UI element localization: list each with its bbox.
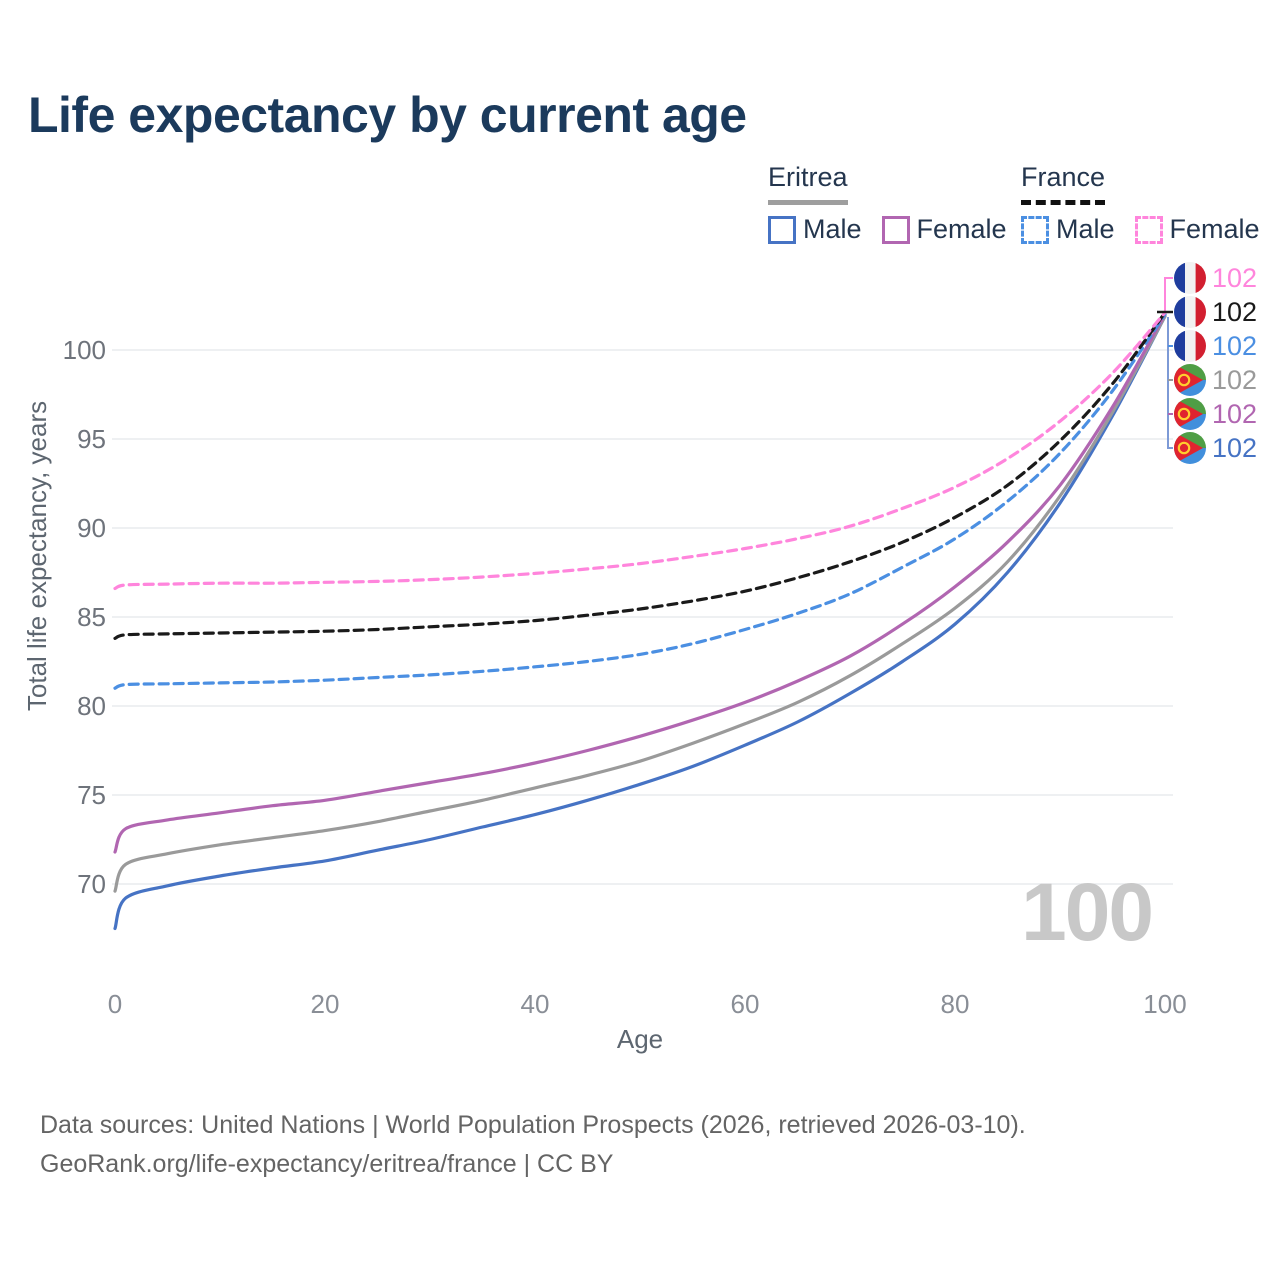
curve-france-combined[interactable] bbox=[113, 311, 1167, 640]
france-female-swatch bbox=[1134, 215, 1163, 244]
eritrea-female-swatch bbox=[881, 215, 910, 244]
y-tick-95: 95 bbox=[77, 424, 106, 454]
end-value-eritrea-female: 102 bbox=[1212, 399, 1257, 429]
legend-france-female[interactable]: Female bbox=[1134, 214, 1260, 245]
curve-france-male[interactable] bbox=[113, 312, 1167, 690]
france-flag-icon bbox=[1174, 330, 1206, 362]
x-tick-0: 0 bbox=[108, 989, 122, 1019]
x-axis-tick-labels: 0 20 40 60 80 100 bbox=[108, 989, 1187, 1019]
eritrea-flag-icon bbox=[1174, 398, 1206, 430]
curve-eritrea-combined[interactable] bbox=[113, 314, 1167, 893]
data-curves bbox=[113, 311, 1167, 931]
footer: Data sources: United Nations | World Pop… bbox=[40, 1106, 1026, 1184]
y-tick-70: 70 bbox=[77, 869, 106, 899]
footer-data-sources: Data sources: United Nations | World Pop… bbox=[40, 1111, 1026, 1139]
end-value-eritrea-male: 102 bbox=[1212, 433, 1257, 463]
end-label-connectors bbox=[1157, 277, 1173, 449]
x-tick-20: 20 bbox=[311, 989, 340, 1019]
connector-bracket bbox=[1167, 317, 1173, 449]
x-tick-100: 100 bbox=[1143, 989, 1186, 1019]
y-axis-title: Total life expectancy, years bbox=[22, 401, 52, 711]
end-labels: 102 102 102 102 102 102 bbox=[1174, 262, 1257, 464]
age-counter-watermark: 100 bbox=[1021, 867, 1154, 958]
france-flag-icon bbox=[1174, 262, 1206, 294]
eritrea-flag-icon bbox=[1174, 432, 1206, 464]
connector-france-female bbox=[1164, 277, 1173, 311]
y-tick-85: 85 bbox=[77, 602, 106, 632]
legend-group-france: France Male Female bbox=[1021, 162, 1260, 245]
end-value-france-combined: 102 bbox=[1212, 297, 1257, 327]
end-value-france-female: 102 bbox=[1212, 263, 1257, 293]
y-axis-tick-labels: 70 75 80 85 90 95 100 bbox=[63, 335, 106, 899]
france-male-swatch bbox=[1021, 215, 1049, 244]
legend-france-female-label: Female bbox=[1169, 214, 1260, 244]
y-tick-80: 80 bbox=[77, 691, 106, 721]
page-title: Life expectancy by current age bbox=[28, 87, 747, 143]
plot-gridlines bbox=[112, 349, 1173, 885]
legend-eritrea-female[interactable]: Female bbox=[881, 214, 1007, 245]
x-tick-60: 60 bbox=[731, 989, 760, 1019]
y-tick-75: 75 bbox=[77, 780, 106, 810]
legend-eritrea-title: Eritrea bbox=[768, 162, 848, 205]
footer-attribution-link[interactable]: GeoRank.org/life-expectancy/eritrea/fran… bbox=[40, 1150, 614, 1178]
legend-group-eritrea: Eritrea Male Female bbox=[768, 162, 1007, 245]
curve-eritrea-male[interactable] bbox=[113, 314, 1167, 931]
france-flag-icon bbox=[1174, 296, 1206, 328]
legend-france-male[interactable]: Male bbox=[1021, 214, 1115, 245]
curve-eritrea-female[interactable] bbox=[113, 312, 1167, 854]
eritrea-flag-icon bbox=[1174, 364, 1206, 396]
legend-eritrea-male-label: Male bbox=[803, 214, 862, 244]
x-tick-80: 80 bbox=[941, 989, 970, 1019]
legend-eritrea-male[interactable]: Male bbox=[768, 214, 862, 245]
end-value-eritrea-combined: 102 bbox=[1212, 365, 1257, 395]
legend-eritrea-female-label: Female bbox=[916, 214, 1007, 244]
eritrea-male-swatch bbox=[768, 215, 796, 244]
y-tick-90: 90 bbox=[77, 513, 106, 543]
legend-france-male-label: Male bbox=[1056, 214, 1115, 244]
legend-france-title: France bbox=[1021, 162, 1106, 205]
end-value-france-male: 102 bbox=[1212, 331, 1257, 361]
x-axis-title: Age bbox=[617, 1024, 663, 1054]
y-tick-100: 100 bbox=[63, 335, 106, 365]
x-tick-40: 40 bbox=[521, 989, 550, 1019]
curve-france-female[interactable] bbox=[113, 311, 1167, 591]
